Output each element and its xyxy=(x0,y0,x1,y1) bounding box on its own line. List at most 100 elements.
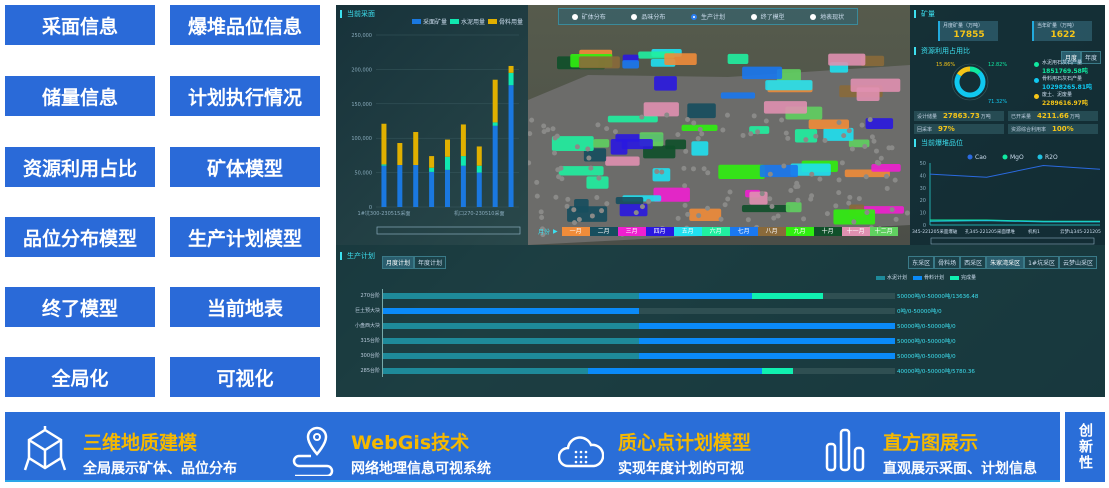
tab-yearly-plan[interactable]: 年度计划 xyxy=(414,256,447,269)
bar-segment xyxy=(476,146,482,166)
terrain-point xyxy=(595,122,601,128)
row-label: 270台阶 xyxy=(360,293,380,299)
terrain-point xyxy=(771,215,777,221)
tile-6[interactable]: 品位分布模型 xyxy=(5,217,155,257)
cement-plan-bar xyxy=(383,293,639,299)
3d-model-scene[interactable] xyxy=(528,5,910,245)
month-item[interactable]: 三月 xyxy=(617,227,646,236)
terrain-point xyxy=(659,169,665,175)
legend-dot xyxy=(1034,94,1039,99)
tile-4[interactable]: 资源利用占比 xyxy=(5,147,155,187)
month-legend: 月份 ▶ 一月 二月 三月 四月 五月 六月 七月 八月 九月 十月 十一月 十二月 xyxy=(538,227,898,236)
play-icon[interactable]: ▶ xyxy=(553,228,558,235)
terrain-point xyxy=(795,197,801,203)
bar-segment xyxy=(460,156,466,166)
terrain-point xyxy=(817,176,823,182)
tile-9[interactable]: 当前地表 xyxy=(170,287,320,327)
stat-value: 100% xyxy=(1052,125,1074,133)
month-item[interactable]: 九月 xyxy=(785,227,814,236)
tile-8[interactable]: 终了模型 xyxy=(5,287,155,327)
radio-button-icon[interactable] xyxy=(631,13,638,20)
legend-swatch xyxy=(950,275,960,280)
tile-5[interactable]: 矿体模型 xyxy=(170,147,320,187)
tab-yearly[interactable]: 年度 xyxy=(1080,51,1101,64)
legend-swatch xyxy=(913,275,923,280)
terrain-point xyxy=(539,215,545,221)
month-item[interactable]: 二月 xyxy=(589,227,618,236)
area-tab[interactable]: 云梦山采区 xyxy=(1058,256,1097,269)
y-axis xyxy=(382,289,383,377)
completed-bar xyxy=(761,368,793,374)
ore-block xyxy=(665,139,687,150)
ore-block xyxy=(615,196,644,205)
terrain-point xyxy=(596,175,602,181)
area-tab[interactable]: 骨料场 xyxy=(934,256,961,269)
cement-plan-bar xyxy=(383,368,588,374)
terrain-point xyxy=(574,144,580,150)
donut-ring xyxy=(951,63,989,101)
row-label: 285台阶 xyxy=(360,368,380,374)
terrain-point xyxy=(695,136,701,142)
terrain-point xyxy=(889,207,895,213)
month-item[interactable]: 十一月 xyxy=(841,227,870,236)
terrain-point xyxy=(683,148,689,154)
ore-block xyxy=(558,166,604,176)
radio-button-icon[interactable] xyxy=(750,13,757,20)
legend-item: 完成量 xyxy=(950,274,976,281)
row-value: 50000吨/0-50000吨/0 xyxy=(897,339,956,345)
terrain-point xyxy=(559,176,565,182)
area-tab[interactable]: 西采区 xyxy=(960,256,987,269)
tile-0[interactable]: 采面信息 xyxy=(5,5,155,45)
radio-button-icon[interactable] xyxy=(690,13,697,20)
radio-option[interactable]: 生产计划 xyxy=(690,12,725,21)
ore-block xyxy=(586,176,609,189)
area-tab[interactable]: 朱家湾采区 xyxy=(986,256,1025,269)
radio-option[interactable]: 终了模型 xyxy=(750,12,785,21)
ore-block xyxy=(689,208,722,222)
radio-option[interactable]: 矿体分布 xyxy=(571,12,606,21)
terrain-point xyxy=(720,127,726,133)
terrain-point xyxy=(867,117,873,123)
terrain-point xyxy=(803,137,809,143)
radio-option[interactable]: 地表现状 xyxy=(810,12,844,21)
radio-option[interactable]: 品味分布 xyxy=(631,12,665,21)
month-item[interactable]: 十月 xyxy=(813,227,842,236)
tile-3[interactable]: 计划执行情况 xyxy=(170,76,320,116)
month-item[interactable]: 四月 xyxy=(645,227,674,236)
terrain-point xyxy=(685,116,691,122)
terrain-point xyxy=(571,207,577,213)
terrain-point xyxy=(534,193,540,199)
row-label: 巨土预大块 xyxy=(354,308,380,314)
month-item[interactable]: 十二月 xyxy=(869,227,898,236)
tile-11[interactable]: 可视化 xyxy=(170,357,320,397)
month-item[interactable]: 七月 xyxy=(729,227,758,236)
feature-title: WebGis技术 xyxy=(351,432,470,454)
area-tab[interactable]: 东采区 xyxy=(908,256,935,269)
radio-button-icon[interactable] xyxy=(571,13,578,20)
month-item[interactable]: 八月 xyxy=(757,227,786,236)
terrain-point xyxy=(550,126,556,132)
tab-monthly[interactable]: 月度 xyxy=(1060,51,1081,64)
month-item[interactable]: 六月 xyxy=(701,227,730,236)
tile-10[interactable]: 全局化 xyxy=(5,357,155,397)
terrain-point xyxy=(775,213,781,219)
tile-2[interactable]: 储量信息 xyxy=(5,76,155,116)
feature-title: 三维地质建模 xyxy=(83,432,198,454)
radio-button-icon[interactable] xyxy=(810,13,817,20)
month-item[interactable]: 一月 xyxy=(561,227,590,236)
tile-7[interactable]: 生产计划模型 xyxy=(170,217,320,257)
month-item[interactable]: 五月 xyxy=(673,227,702,236)
zoom-slider[interactable] xyxy=(376,226,521,235)
tab-monthly-plan[interactable]: 月度计划 xyxy=(382,256,415,269)
area-tab[interactable]: 1#坑采区 xyxy=(1024,256,1059,269)
row-value: 0吨/0-50000吨/0 xyxy=(897,309,942,315)
bar-segment xyxy=(492,79,498,123)
terrain-point xyxy=(863,174,869,180)
3d-view[interactable]: 矿体分布 品味分布 生产计划 终了模型 地表现状 月份 ▶ 一月 二月 三月 四月 五月 六月 七月 八月… xyxy=(528,5,910,245)
terrain-point xyxy=(873,148,879,154)
y-tick-label: 50,000 xyxy=(355,171,373,177)
zoom-slider[interactable] xyxy=(930,237,1095,245)
tile-1[interactable]: 爆堆品位信息 xyxy=(170,5,320,45)
stat-label: 已开采量 xyxy=(1011,113,1032,120)
ore-block xyxy=(749,126,770,134)
